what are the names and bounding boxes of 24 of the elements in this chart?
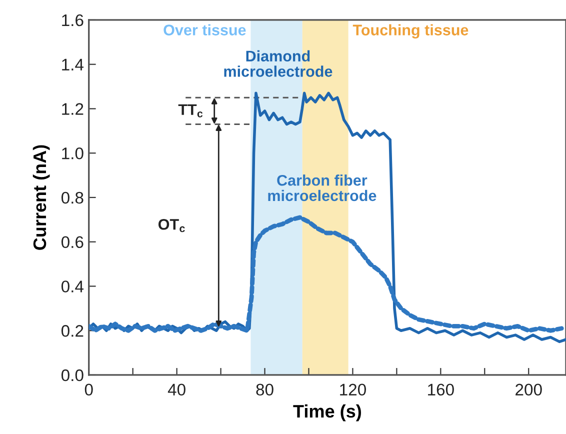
annotation: OT$_{c}$ <box>158 218 185 232</box>
y-tick-label: 0.4 <box>61 280 84 292</box>
band-label: Over tissue <box>164 24 246 36</box>
line-series <box>88 215 564 333</box>
y-axis-title: Current (nA) <box>32 145 50 250</box>
y-tick-label: 0.8 <box>61 192 84 204</box>
band-label: Touching tissue <box>352 24 468 39</box>
annotation: TT$_{c}$ <box>178 104 203 118</box>
x-tick-label: 40 <box>168 384 186 396</box>
x-tick-label: 200 <box>516 384 542 396</box>
y-tick-label: 1.4 <box>62 58 84 70</box>
series-label: Diamond microelectrode <box>224 50 332 77</box>
y-tick-label: 0.0 <box>61 369 84 382</box>
y-tick-label: 1.0 <box>62 147 84 160</box>
y-tick-label: 0.2 <box>61 325 84 337</box>
y-tick-label: 1.2 <box>62 103 84 115</box>
x-tick-label: 120 <box>340 384 366 396</box>
x-axis-title: Time (s) <box>293 404 361 422</box>
x-tick-label: 160 <box>428 384 454 396</box>
x-tick-label: 80 <box>256 384 274 396</box>
y-tick-label: 1.6 <box>62 14 84 26</box>
x-tick-label: 0 <box>84 384 93 396</box>
series-label: Carbon fiber microelectrode <box>268 174 376 202</box>
y-tick-label: 0.6 <box>61 236 84 248</box>
